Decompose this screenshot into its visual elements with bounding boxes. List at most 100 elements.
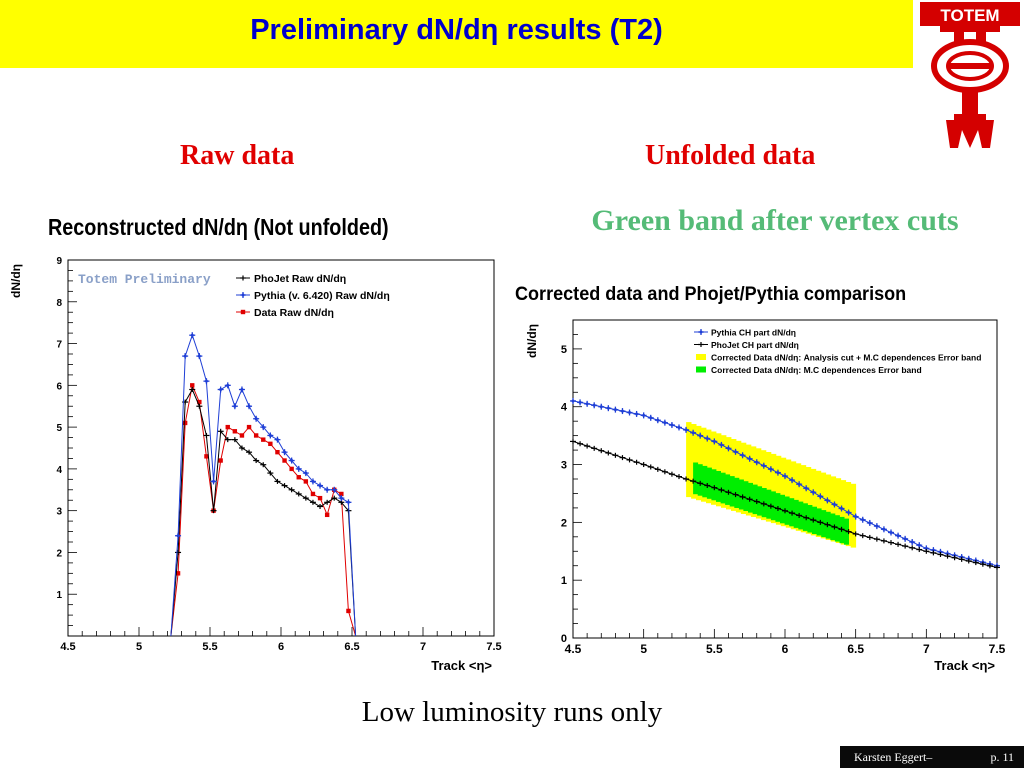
band-segment <box>820 472 827 539</box>
band-segment <box>752 484 758 515</box>
y-tick-label: 8 <box>56 298 62 309</box>
band-segment <box>755 448 762 519</box>
data-point <box>994 564 1000 570</box>
band-segment <box>760 450 767 521</box>
data-point <box>880 526 887 533</box>
data-point <box>753 499 760 505</box>
data-point <box>668 471 675 477</box>
legend: PhoJet Raw dN/dη Pythia (v. 6.420) Raw dN… <box>236 273 390 319</box>
data-point <box>260 462 267 468</box>
data-point <box>647 464 654 470</box>
x-tick-label: 7 <box>420 641 426 653</box>
legend-label: PhoJet Raw dN/dη <box>254 273 346 285</box>
data-point <box>718 441 725 448</box>
data-point <box>944 553 951 559</box>
legend-marker <box>698 329 704 335</box>
data-point <box>218 458 223 463</box>
data-point <box>852 531 859 537</box>
data-point <box>640 412 647 419</box>
data-point <box>309 478 316 485</box>
data-point <box>303 479 309 484</box>
y-tick-label: 4 <box>561 402 568 414</box>
band-segment <box>745 444 752 516</box>
data-point <box>317 482 324 489</box>
band-segment <box>793 499 799 528</box>
data-point <box>824 497 831 504</box>
data-point <box>267 470 274 476</box>
data-point <box>725 445 732 452</box>
data-point <box>317 503 324 509</box>
data-point <box>923 548 930 554</box>
data-point <box>697 480 704 486</box>
data-point <box>619 408 626 415</box>
band-segment <box>790 461 797 530</box>
data-point <box>324 512 330 518</box>
legend-label: Corrected Data dN/dη: M.C dependences Er… <box>711 365 922 375</box>
data-point <box>175 571 181 576</box>
band-segment <box>800 465 807 533</box>
band-segment <box>702 465 708 498</box>
band-segment <box>750 446 757 517</box>
data-point <box>838 505 845 512</box>
x-tick-label: 7 <box>923 642 930 656</box>
data-point <box>888 529 894 536</box>
y-axis: 1 2 3 4 5 6 7 8 9 <box>56 256 77 637</box>
band-segment <box>810 468 817 536</box>
data-point <box>859 516 866 523</box>
legend-label: Pythia CH part dN/dη <box>711 328 796 338</box>
data-point <box>690 478 697 484</box>
data-point <box>831 501 838 508</box>
data-point <box>239 433 245 438</box>
data-point <box>711 438 718 445</box>
band-segment <box>765 452 772 522</box>
data-point <box>253 458 260 464</box>
data-point <box>217 428 224 434</box>
data-point <box>697 432 704 439</box>
data-point <box>253 415 260 422</box>
y-tick-label: 7 <box>56 340 62 351</box>
data-point <box>238 386 245 393</box>
data-point <box>281 483 288 489</box>
band-segment <box>743 481 749 511</box>
data-point <box>739 452 746 459</box>
data-point <box>654 466 661 472</box>
legend-swatch <box>696 366 706 373</box>
legend: Pythia CH part dN/dη PhoJet CH part dN/dη… <box>694 328 981 375</box>
x-tick-label: 4.5 <box>565 642 582 656</box>
data-point <box>683 426 690 433</box>
data-point <box>789 477 796 484</box>
y-tick-label: 1 <box>561 575 567 587</box>
x-tick-label: 6 <box>782 642 789 656</box>
data-point <box>197 399 202 405</box>
data-point <box>873 523 880 530</box>
band-segment <box>825 474 832 540</box>
legend-label: PhoJet CH part dN/dη <box>711 340 799 350</box>
band-segment <box>731 439 737 511</box>
data-point <box>916 547 923 553</box>
data-point <box>796 512 803 518</box>
right-chart-title: Corrected data and Phojet/Pythia compari… <box>515 284 907 305</box>
left-chart-title: Reconstructed dN/dη (Not unfolded) <box>48 214 389 240</box>
data-point <box>661 469 668 475</box>
x-tick-label: 7.5 <box>486 641 501 653</box>
data-point <box>253 433 259 438</box>
data-point <box>584 400 591 407</box>
data-point <box>210 478 217 485</box>
legend-label: Data Raw dN/dη <box>254 307 334 319</box>
y-tick-label: 9 <box>56 256 62 267</box>
data-point <box>824 522 831 528</box>
data-point <box>732 492 739 498</box>
data-point <box>831 524 838 530</box>
x-tick-label: 5 <box>640 642 647 656</box>
band-segment <box>738 479 744 510</box>
data-point <box>845 529 852 535</box>
data-point <box>902 543 909 549</box>
x-tick-label: 6.5 <box>344 641 359 653</box>
data-point <box>619 455 626 461</box>
y-tick-label: 5 <box>561 344 567 356</box>
data-point <box>261 437 266 442</box>
data-point <box>972 560 979 566</box>
band-segment <box>716 471 721 502</box>
legend-swatch <box>696 354 706 360</box>
band-segment <box>691 424 697 499</box>
